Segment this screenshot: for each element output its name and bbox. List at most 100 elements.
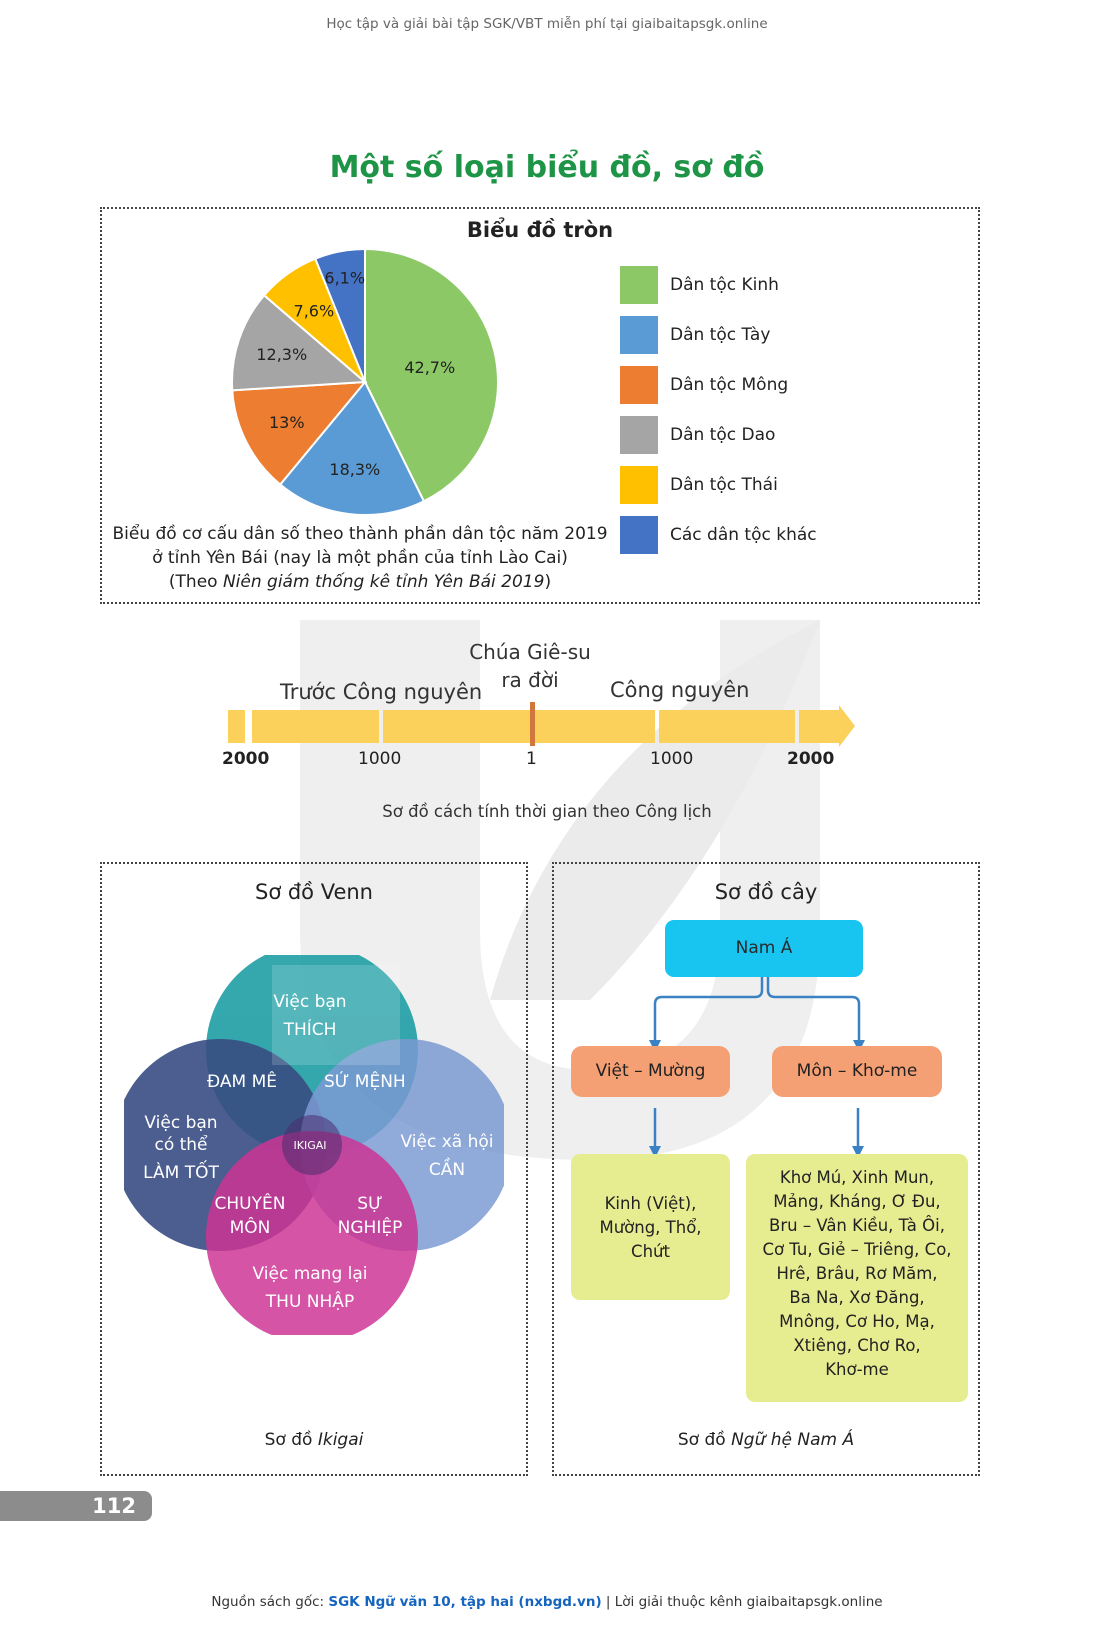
tree-leaf-mon-khmer-line: Mảng, Kháng, Ơ Đu, (773, 1192, 941, 1211)
ikigai-center-circle (282, 1115, 342, 1175)
legend-label: Dân tộc Mông (670, 375, 789, 395)
venn-mission-label: SỨ MỆNH (324, 1072, 406, 1092)
tree-leaf-mon-khmer-line: Khơ-me (825, 1360, 889, 1379)
timeline-tick-2000-ad: 2000 (787, 749, 835, 769)
tree-leaf-viet-muong: Kinh (Việt), Mường, Thổ, Chứt (571, 1154, 730, 1300)
legend-item: Dân tộc Mông (620, 366, 788, 404)
tree-leaf-mon-khmer-line: Bru – Vân Kiều, Tà Ôi, (769, 1216, 945, 1235)
tree-arrow-icon (852, 1146, 864, 1158)
venn-bottom-label: Việc mang lại THU NHẬP (240, 1260, 380, 1316)
venn-title: Sơ đồ Venn (255, 880, 373, 904)
pie-caption-source-title: Niên giám thống kê tỉnh Yên Bái 2019 (222, 572, 545, 592)
timeline-arrow-head (839, 705, 855, 747)
venn-vocation-label-line2: NGHIỆP (337, 1218, 403, 1238)
legend-swatch (620, 416, 658, 454)
legend-label: Dân tộc Kinh (670, 275, 779, 295)
footer-suffix: | Lời giải thuộc kênh giaibaitapsgk.onli… (601, 1594, 883, 1610)
timeline-label-ad: Công nguyên (610, 678, 750, 702)
timeline-segment (228, 710, 245, 743)
timeline-label-birth-line1: Chúa Giê-su (469, 640, 591, 664)
pie-slice (364, 247, 499, 503)
venn-panel (100, 862, 528, 1476)
tree-leaf-mon-khmer-line: Ba Na, Xơ Đăng, (789, 1288, 925, 1307)
venn-diagram (124, 955, 504, 1335)
pie-slice-label: 7,6% (294, 302, 335, 321)
tree-leaf-viet-muong-line1: Kinh (Việt), (604, 1194, 697, 1213)
legend-label: Dân tộc Tày (670, 325, 771, 345)
pie-caption-line2: ở tỉnh Yên Bái (nay là một phần của tỉnh… (152, 548, 568, 568)
legend-swatch (620, 466, 658, 504)
pie-chart: 42,7% 18,3% 13% 12,3% 7,6% 6,1% (231, 247, 499, 516)
legend-label: Dân tộc Dao (670, 425, 776, 445)
venn-left-label: Việc bạn có thể LÀM TỐT (128, 1112, 234, 1184)
pie-labels: 42,7% 18,3% 13% 12,3% 7,6% 6,1% (256, 269, 455, 480)
venn-left-label-line2: có thể (154, 1135, 208, 1155)
venn-top-label: Việc bạn THÍCH (250, 988, 370, 1044)
tree-leaf-mon-khmer-line: Khơ Mú, Xinh Mun, (779, 1168, 935, 1187)
venn-top-label-line2: THÍCH (283, 1020, 337, 1040)
venn-caption-prefix: Sơ đồ (264, 1430, 318, 1450)
pie-slice (313, 247, 366, 383)
pie-slice-label: 6,1% (324, 269, 365, 288)
pie-chart-panel (100, 207, 980, 604)
venn-center-label: IKIGAI (293, 1139, 327, 1152)
timeline-label-bc: Trước Công nguyên (280, 680, 483, 704)
pie-slices (231, 247, 499, 516)
timeline-tick-1000-ad: 1000 (650, 749, 694, 769)
timeline-segment (659, 710, 795, 743)
tree-leaf-viet-muong-line3: Chứt (631, 1242, 670, 1261)
venn-vocation-label: SỰ NGHIỆP (325, 1192, 415, 1240)
venn-circle-bottom (206, 1131, 418, 1335)
pie-slice (278, 380, 426, 516)
tree-leaf-mon-khmer: Khơ Mú, Xinh Mun, Mảng, Kháng, Ơ Đu, Bru… (746, 1154, 968, 1402)
venn-left-label-line3: LÀM TỐT (143, 1163, 219, 1183)
legend-item: Dân tộc Dao (620, 416, 775, 454)
legend-item: Các dân tộc khác (620, 516, 817, 554)
timeline-tick-2000-bc: 2000 (222, 749, 270, 769)
timeline-tick-1: 1 (526, 749, 537, 769)
timeline-caption: Sơ đồ cách tính thời gian theo Công lịch (382, 802, 712, 821)
timeline-bar (228, 702, 855, 747)
legend-label: Các dân tộc khác (670, 525, 817, 545)
pie-slice-label: 18,3% (329, 460, 380, 479)
tree-leaf-mon-khmer-line: Xtiêng, Chơ Ro, (793, 1336, 921, 1355)
tree-branch-viet-muong: Việt – Mường (571, 1046, 730, 1097)
legend-item: Dân tộc Kinh (620, 266, 779, 304)
tree-arrow-icon (649, 1146, 661, 1158)
timeline-tick-1000-bc: 1000 (358, 749, 402, 769)
footer-source-link[interactable]: SGK Ngữ văn 10, tập hai (nxbgd.vn) (328, 1594, 602, 1610)
pie-slice-label: 12,3% (256, 345, 307, 364)
venn-right-label-line2: CẦN (428, 1160, 466, 1180)
timeline-segment (383, 710, 655, 743)
venn-passion-label: ĐAM MÊ (207, 1072, 277, 1092)
legend-item: Dân tộc Thái (620, 466, 778, 504)
venn-bottom-label-line1: Việc mang lại (252, 1264, 368, 1284)
venn-vocation-label-line1: SỰ (357, 1194, 383, 1214)
pie-chart-title: Biểu đồ tròn (466, 218, 614, 242)
timeline-segment (252, 710, 379, 743)
tree-caption: Sơ đồ Ngữ hệ Nam Á (552, 1430, 980, 1450)
venn-profession-label-line1: CHUYÊN (214, 1194, 286, 1214)
venn-right-label: Việc xã hội CẦN (392, 1128, 502, 1184)
timeline-segment (799, 710, 839, 743)
legend-swatch (620, 366, 658, 404)
page-footer: Nguồn sách gốc: SGK Ngữ văn 10, tập hai … (0, 1594, 1094, 1610)
venn-caption-italic: Ikigai (317, 1430, 364, 1450)
pie-slice-label: 13% (269, 413, 305, 432)
legend-swatch (620, 266, 658, 304)
legend-label: Dân tộc Thái (670, 475, 778, 495)
venn-top-label-line1: Việc bạn (273, 992, 347, 1012)
venn-right-label-line1: Việc xã hội (400, 1132, 494, 1152)
legend-swatch (620, 516, 658, 554)
pie-caption-source: (Theo Niên giám thống kê tỉnh Yên Bái 20… (110, 570, 610, 594)
tree-root-node: Nam Á (665, 920, 863, 977)
pie-caption-source-prefix: (Theo (168, 572, 223, 592)
tree-leaf-mon-khmer-line: Cơ Tu, Giẻ – Triêng, Co, (762, 1240, 952, 1259)
tree-caption-prefix: Sơ đồ (677, 1430, 732, 1450)
main-title: Một số loại biểu đồ, sơ đồ (329, 150, 765, 185)
pie-slice (231, 380, 368, 486)
page-header-text: Học tập và giải bài tập SGK/VBT miễn phí… (326, 16, 768, 32)
footer-prefix: Nguồn sách gốc: (211, 1594, 329, 1610)
pie-caption-line1: Biểu đồ cơ cấu dân số theo thành phần dâ… (112, 524, 608, 544)
venn-profession-label: CHUYÊN MÔN (205, 1192, 295, 1240)
